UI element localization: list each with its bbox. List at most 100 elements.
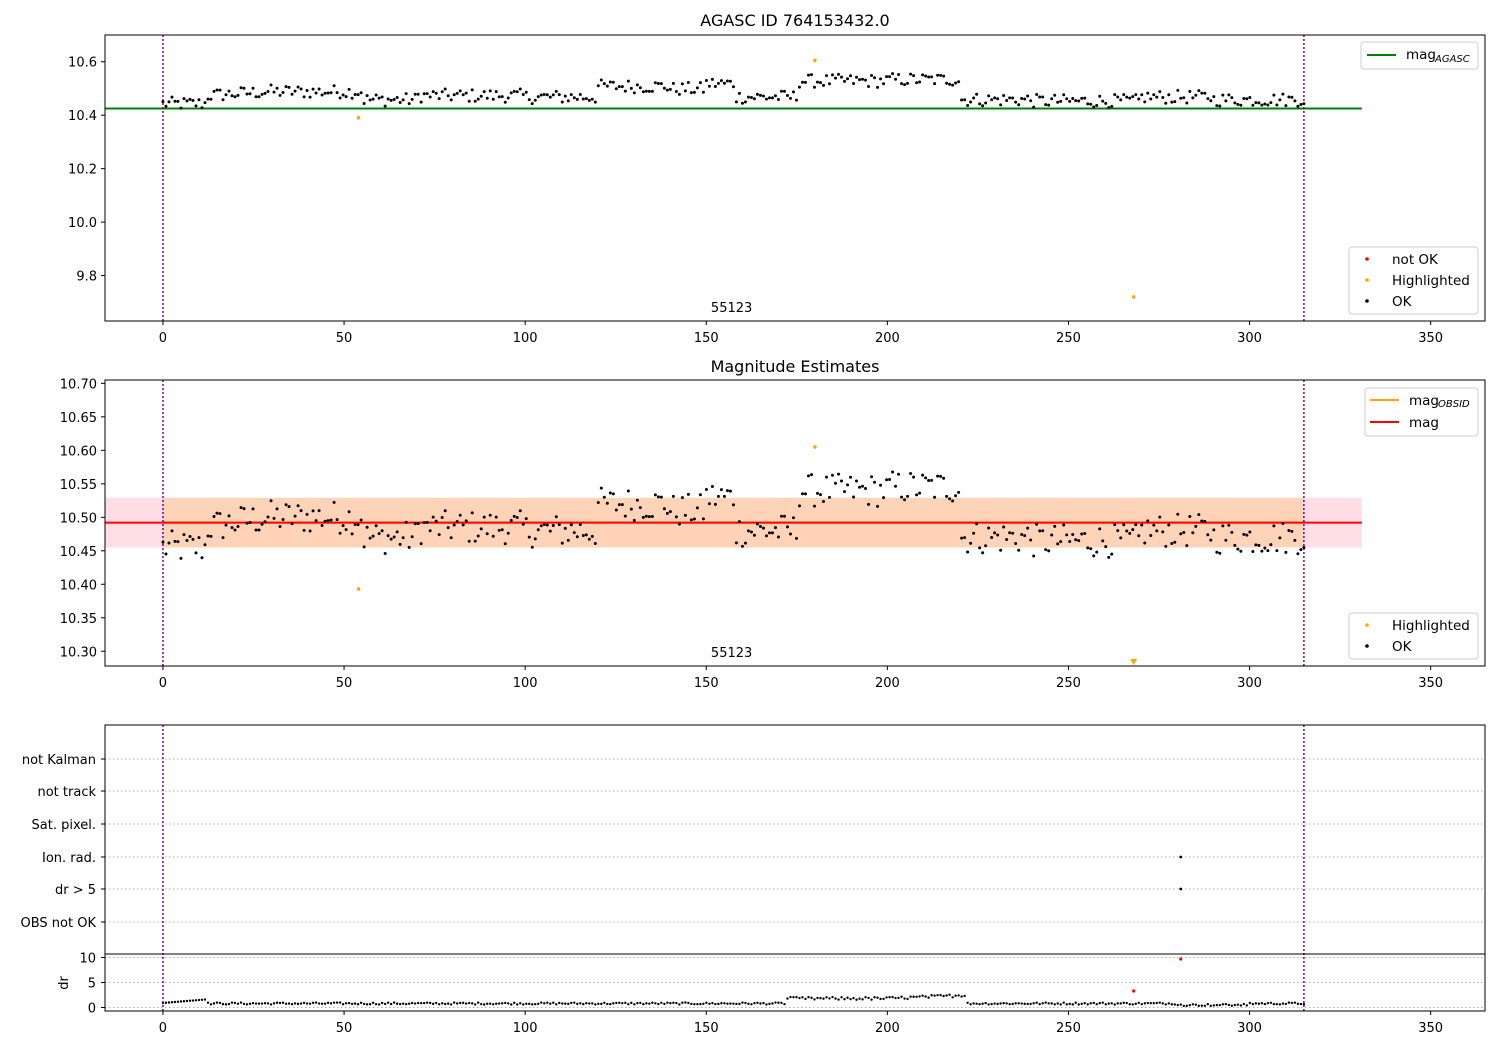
p2-ok-point (677, 522, 681, 526)
p1-ok-point (269, 83, 273, 87)
p2-ok-point (915, 493, 919, 497)
p1-ok-point (891, 72, 895, 76)
p1-ok-point (1071, 97, 1075, 101)
p3-dr-point (777, 1001, 780, 1004)
p3-dr-point (813, 998, 816, 1001)
p1-ok-point (227, 89, 231, 93)
p2-ok-point (524, 517, 528, 521)
p1-ok-point (909, 72, 913, 76)
p1-ok-point (1002, 94, 1006, 98)
p1-ok-point (683, 89, 687, 93)
p3-dr-point (528, 1002, 531, 1006)
p1-ok-point (797, 85, 801, 89)
p3-dr-point (690, 1002, 693, 1006)
p3-dr-point (843, 998, 846, 1001)
p3-dr-point (230, 1001, 234, 1004)
p2-ok-point (644, 514, 648, 518)
p2-ok-point (924, 476, 928, 480)
p1-ok-point (800, 80, 804, 84)
p1-ok-point (746, 95, 750, 99)
p3-dr-point (792, 996, 795, 999)
p2-ok-point (374, 524, 378, 528)
p1-ok-point (930, 75, 934, 79)
p3-dr-point (1098, 1001, 1101, 1005)
p1-ok-point (251, 86, 255, 90)
p2-ok-point (350, 532, 354, 536)
p2-ok-point (734, 541, 738, 545)
p3-dr-point (654, 1002, 657, 1005)
p1-ok-point (593, 100, 597, 104)
p2-ok-point (1059, 540, 1063, 544)
p3-dr-point (191, 999, 195, 1002)
p2-ok-point (1245, 533, 1249, 537)
p2-ok-point (818, 493, 822, 497)
p3-dr-point (687, 1001, 690, 1005)
p1-ok-point (284, 85, 288, 89)
p1-ok-point (1032, 105, 1036, 109)
p3-dr-point (323, 1002, 327, 1005)
p3-dr-point (738, 1002, 741, 1006)
p1-ok-point (897, 72, 901, 76)
p3-dr-point (975, 1002, 978, 1005)
p2-ok-point (539, 524, 543, 528)
p3-dr-point (1104, 1003, 1107, 1006)
p2-ok-point (906, 494, 910, 498)
p2-ok-point (176, 540, 180, 544)
p3-dr-point (1113, 1003, 1116, 1006)
p1-ok-point (1023, 97, 1027, 101)
p1-ok-point (1026, 94, 1030, 98)
p1-ok-point (840, 75, 844, 79)
p3-dr-point (798, 996, 801, 1000)
p2-ok-point (1035, 522, 1039, 526)
p1-ok-point (1284, 104, 1288, 108)
p2-ok-point (251, 507, 255, 511)
p2-ok-point (194, 551, 198, 555)
p3-dr-point (1143, 1002, 1146, 1005)
p2-ok-point (731, 503, 735, 507)
p2-ok-point (797, 504, 801, 508)
p2-ok-point (494, 515, 498, 519)
p1-ok-point (365, 94, 369, 98)
p1-ok-point (1203, 91, 1207, 95)
p3-dr-point (540, 1001, 543, 1004)
p2-title: Magnitude Estimates (711, 357, 880, 376)
p1-ok-point (1251, 103, 1255, 107)
p1-ok-point (1215, 104, 1219, 108)
p1-ok-point (855, 75, 859, 79)
p1-ok-point (984, 101, 988, 105)
p2-ok-point (182, 533, 186, 537)
p1-legend-label-ok: OK (1392, 294, 1413, 310)
p2-ok-point (942, 476, 946, 480)
p1-xtick-label: 0 (159, 331, 167, 346)
p1-ok-point (275, 86, 279, 90)
p1-ok-point (233, 95, 237, 99)
p2-ok-point (425, 520, 429, 524)
p1-legend-mag-label: mag (1406, 47, 1436, 63)
p3-dr-point (483, 1003, 486, 1006)
p1-ok-point (692, 90, 696, 94)
p2-ok-point (392, 535, 396, 539)
p3-dr-point (987, 1003, 990, 1006)
p1-ok-point (509, 91, 513, 95)
p3-dr-point (705, 1001, 708, 1004)
p1-ok-point (1173, 100, 1177, 104)
p3-dr-point (428, 1001, 432, 1005)
p1-ok-point (575, 97, 579, 101)
p2-ok-point (740, 544, 744, 548)
p1-ok-point (1170, 100, 1174, 104)
p1-ok-point (1131, 95, 1135, 99)
p3-dr-point (1068, 1002, 1071, 1006)
p2-xtick-label: 100 (513, 676, 538, 691)
p1-ok-point (632, 91, 636, 95)
p3-dr-point (383, 1002, 387, 1006)
p1-ok-point (578, 93, 582, 97)
p2-ok-point (311, 509, 315, 513)
p3-dr-point (996, 1002, 999, 1006)
p1-ok-point (870, 73, 874, 77)
p1-ok-point (975, 92, 979, 96)
p3-dr-point (915, 995, 918, 999)
p2-ok-point (545, 523, 549, 527)
p1-ok-point (882, 82, 886, 86)
p1-ok-point (776, 98, 780, 102)
p3-dr-red-point (1179, 957, 1183, 961)
